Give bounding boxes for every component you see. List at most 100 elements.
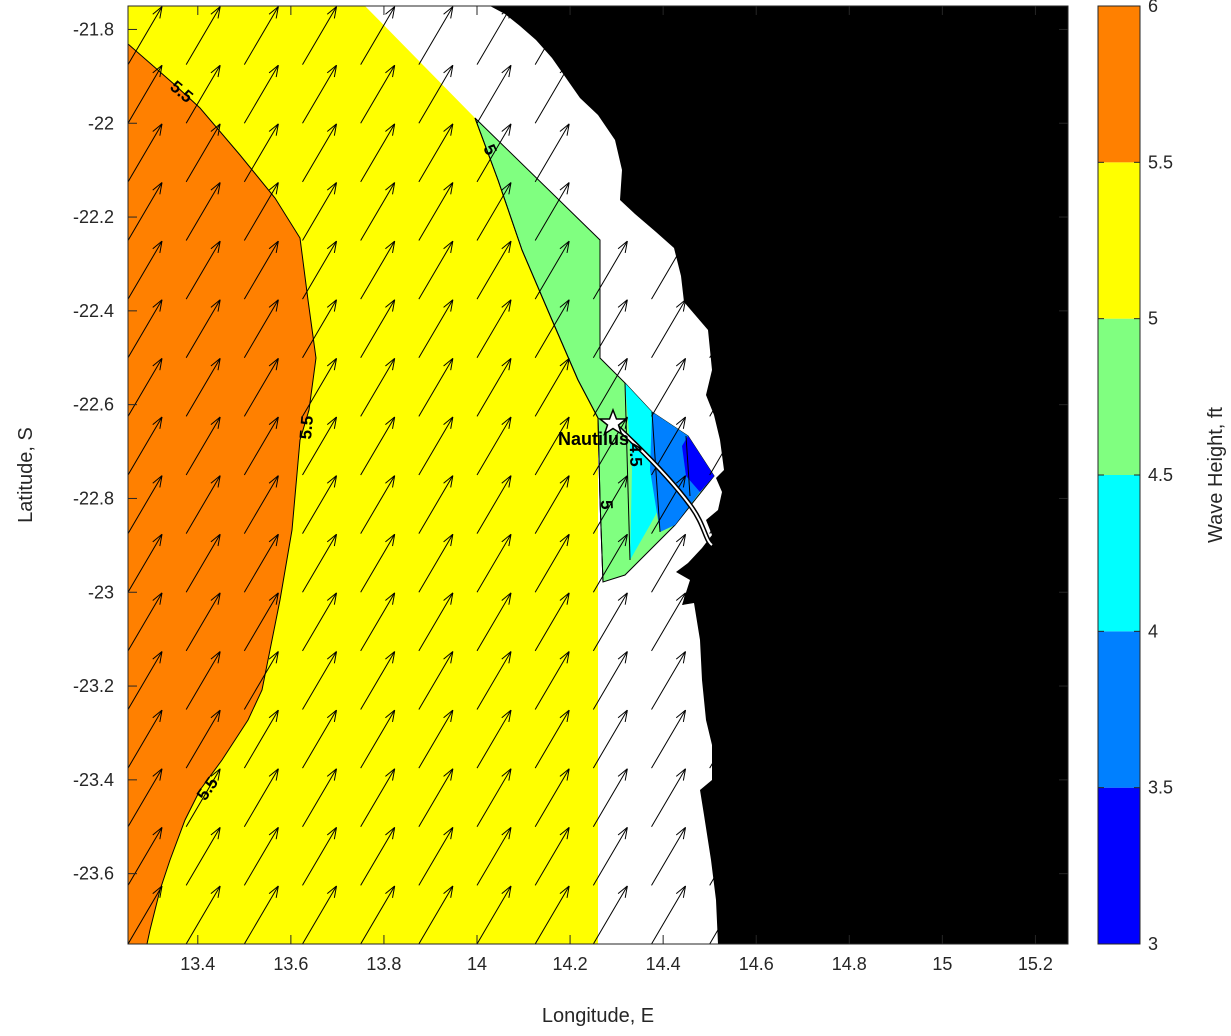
wave-direction-arrow-icon bbox=[360, 768, 396, 828]
wave-direction-arrow-icon bbox=[709, 768, 745, 828]
wave-direction-arrow-icon bbox=[476, 651, 512, 710]
wave-direction-arrow-icon bbox=[709, 651, 745, 710]
wave-direction-arrow-icon bbox=[592, 357, 628, 417]
wave-direction-arrow-icon bbox=[418, 651, 454, 710]
wave-region-3.5-to-4 bbox=[650, 412, 714, 532]
wave-direction-arrow-icon bbox=[302, 651, 337, 710]
x-tick-label: 13.6 bbox=[273, 954, 308, 974]
contour-label-5.5-mid: 5.5 bbox=[296, 415, 317, 440]
y-axis-label: Latitude, S bbox=[15, 427, 37, 523]
wave-direction-arrow-icon bbox=[243, 299, 279, 359]
wave-direction-arrow-icon bbox=[476, 475, 512, 534]
wave-direction-arrow-icon bbox=[360, 885, 396, 944]
wave-direction-arrows bbox=[128, 6, 745, 944]
wave-direction-arrow-icon bbox=[302, 299, 337, 359]
wave-direction-arrow-icon bbox=[418, 416, 454, 476]
wave-direction-arrow-icon bbox=[418, 299, 454, 359]
wave-direction-arrow-icon bbox=[476, 64, 512, 124]
wave-direction-arrow-icon bbox=[534, 123, 570, 183]
wave-direction-arrow-icon bbox=[418, 475, 454, 534]
colorbar-label: Wave Height, ft bbox=[1205, 407, 1227, 543]
wave-direction-arrow-icon bbox=[534, 533, 570, 593]
x-tick-label: 15 bbox=[932, 954, 952, 974]
y-tick-label: -23.6 bbox=[73, 864, 114, 884]
wave-direction-arrow-icon bbox=[418, 6, 454, 65]
wave-direction-arrow-icon bbox=[534, 768, 570, 828]
wave-direction-arrow-icon bbox=[418, 123, 454, 183]
wave-direction-arrow-icon bbox=[418, 826, 454, 886]
wave-direction-arrow-icon bbox=[128, 6, 163, 65]
y-tick-label: -22.8 bbox=[73, 488, 114, 508]
wave-direction-arrow-icon bbox=[185, 826, 221, 886]
wave-direction-arrow-icon bbox=[360, 709, 396, 769]
wave-direction-arrow-icon bbox=[476, 357, 512, 417]
x-tick-label: 14.8 bbox=[832, 954, 867, 974]
y-tick-label: -23 bbox=[88, 582, 114, 602]
wave-direction-arrow-icon bbox=[360, 592, 396, 652]
wave-direction-arrow-icon bbox=[592, 709, 628, 769]
place-label-nautilus: Nautilus bbox=[558, 429, 629, 449]
wave-direction-arrow-icon bbox=[128, 533, 163, 593]
colorbar-swatch bbox=[1098, 318, 1140, 475]
colorbar-swatch bbox=[1098, 631, 1140, 788]
wave-direction-arrow-icon bbox=[534, 64, 570, 124]
wave-direction-arrow-icon bbox=[651, 357, 687, 417]
wave-direction-arrow-icon bbox=[185, 475, 221, 534]
map-plot-area: 5.5 5.5 5.5 5 5 4.5 Nautilus bbox=[128, 6, 1068, 944]
y-tick-label: -22.6 bbox=[73, 395, 114, 415]
wave-direction-arrow-icon bbox=[476, 533, 512, 593]
wave-direction-arrow-icon bbox=[360, 416, 396, 476]
wave-direction-arrow-icon bbox=[302, 768, 337, 828]
wave-direction-arrow-icon bbox=[709, 533, 745, 593]
wave-direction-arrow-icon bbox=[534, 709, 570, 769]
wave-direction-arrow-icon bbox=[243, 826, 279, 886]
wave-direction-arrow-icon bbox=[185, 651, 221, 710]
wave-direction-arrow-icon bbox=[476, 123, 512, 183]
wave-direction-arrow-icon bbox=[476, 6, 512, 65]
wave-direction-arrow-icon bbox=[360, 357, 396, 417]
wave-direction-arrow-icon bbox=[185, 592, 221, 652]
wave-direction-arrow-icon bbox=[185, 123, 221, 183]
wave-direction-arrow-icon bbox=[185, 182, 221, 241]
wave-direction-arrow-icon bbox=[243, 123, 279, 183]
land-mass bbox=[490, 6, 1068, 944]
wave-direction-arrow-icon bbox=[592, 768, 628, 828]
wave-direction-arrow-icon bbox=[243, 240, 279, 300]
y-tick-label: -23.2 bbox=[73, 676, 114, 696]
wave-direction-arrow-icon bbox=[128, 592, 163, 652]
y-axis-ticks: -21.8 -22 -22.2 -22.4 -22.6 -22.8 -23 -23.2 -23.… bbox=[73, 19, 1068, 884]
wave-direction-arrow-icon bbox=[360, 533, 396, 593]
wave-direction-arrow-icon bbox=[651, 885, 687, 944]
colorbar-ticks: 3 3.5 4 4.5 5 5.5 6 bbox=[1098, 0, 1173, 954]
wave-direction-arrow-icon bbox=[709, 416, 745, 476]
wave-direction-arrow-icon bbox=[592, 826, 628, 886]
wave-direction-arrow-icon bbox=[185, 6, 221, 65]
colorbar-tick-label: 3 bbox=[1148, 934, 1158, 954]
wave-direction-arrow-icon bbox=[360, 475, 396, 534]
wave-direction-arrow-icon bbox=[243, 709, 279, 769]
wave-direction-arrow-icon bbox=[128, 416, 163, 476]
wave-direction-arrow-icon bbox=[418, 357, 454, 417]
wave-direction-arrow-icon bbox=[709, 592, 745, 652]
wave-direction-arrow-icon bbox=[128, 64, 163, 124]
contour-label-5-south: 5 bbox=[597, 500, 616, 510]
wave-direction-arrow-icon bbox=[476, 826, 512, 886]
wave-direction-arrow-icon bbox=[651, 826, 687, 886]
wave-direction-arrow-icon bbox=[128, 826, 163, 886]
wave-direction-arrow-icon bbox=[185, 416, 221, 476]
wave-direction-arrow-icon bbox=[709, 299, 745, 359]
wave-direction-arrow-icon bbox=[360, 123, 396, 183]
x-tick-label: 14.6 bbox=[739, 954, 774, 974]
y-tick-label: -23.4 bbox=[73, 770, 114, 790]
wave-direction-arrow-icon bbox=[243, 416, 279, 476]
wave-direction-arrow-icon bbox=[651, 299, 687, 359]
wave-direction-arrow-icon bbox=[128, 357, 163, 417]
wave-direction-arrow-icon bbox=[651, 768, 687, 828]
colorbar-swatch bbox=[1098, 475, 1140, 632]
wave-direction-arrow-icon bbox=[534, 826, 570, 886]
wave-direction-arrow-icon bbox=[534, 299, 570, 359]
wave-direction-arrow-icon bbox=[243, 651, 279, 710]
wave-direction-arrow-icon bbox=[476, 709, 512, 769]
wave-direction-arrow-icon bbox=[709, 475, 745, 534]
wave-direction-arrow-icon bbox=[534, 357, 570, 417]
